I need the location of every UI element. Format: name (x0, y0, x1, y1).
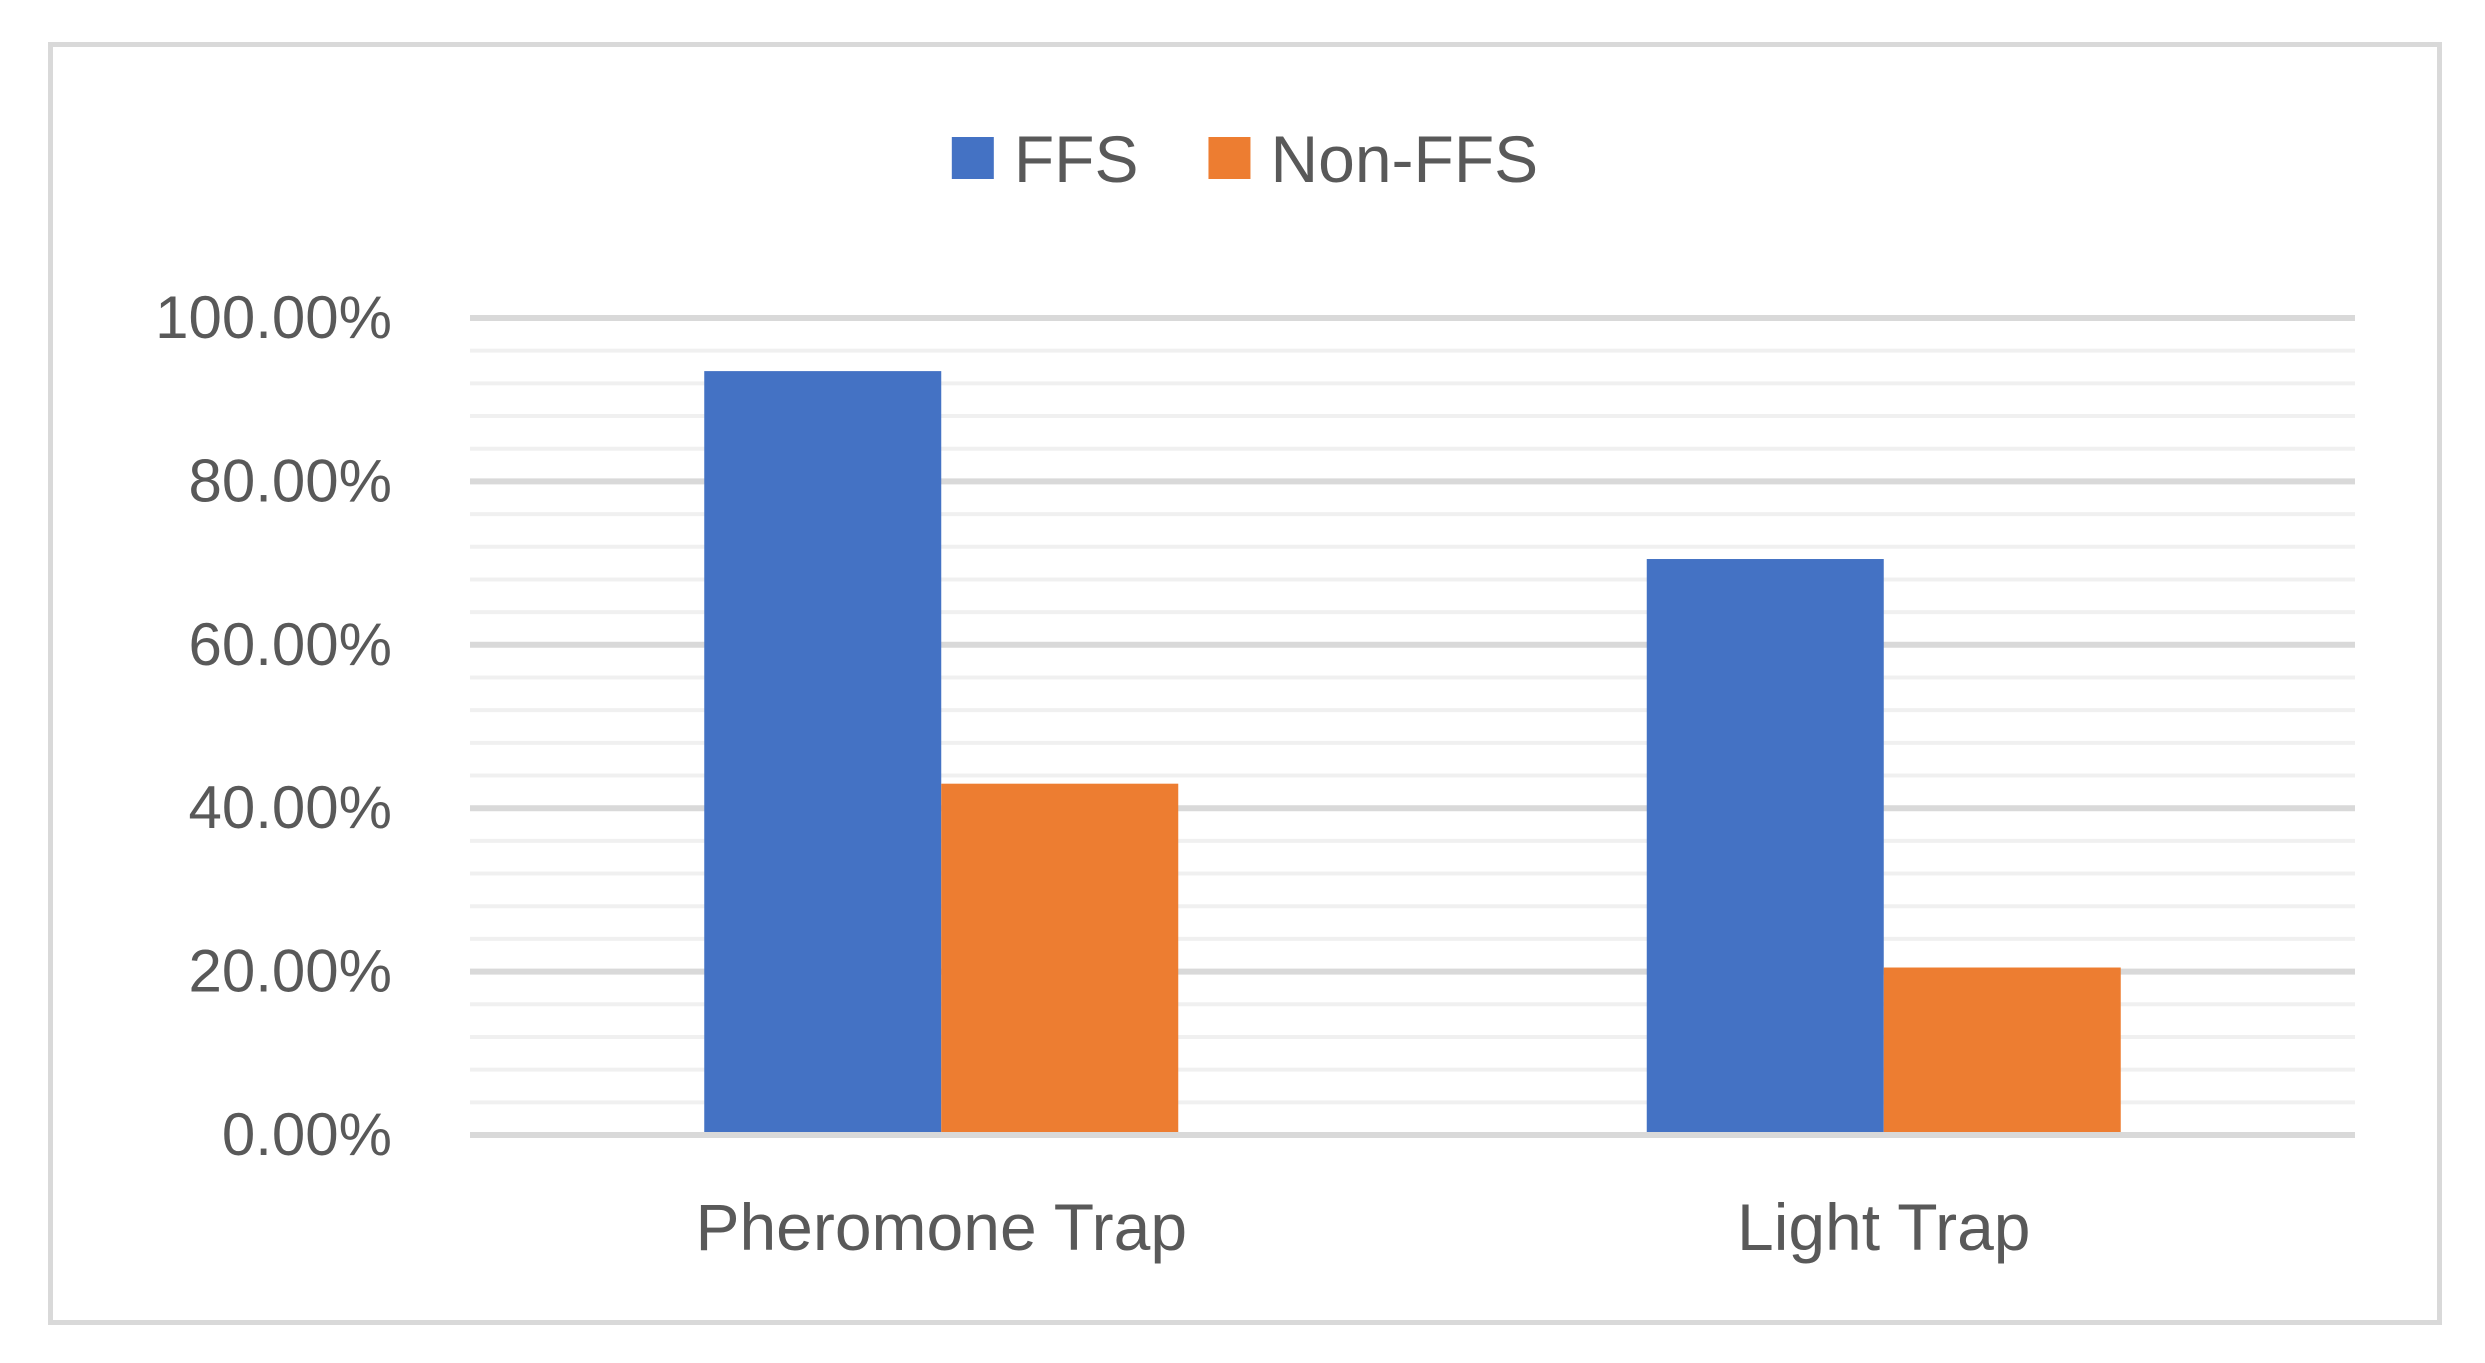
bar-non-ffs-pheromone-trap (941, 783, 1179, 1132)
bar-ffs-pheromone-trap (704, 371, 942, 1133)
bar-non-ffs-light-trap (1883, 967, 2121, 1132)
y-tick-label: 0.00% (222, 1101, 392, 1168)
y-axis-ticks: 0.00% 20.00% 40.00% 60.00% 80.00% 100.00% (155, 284, 392, 1168)
legend-swatch-ffs (951, 137, 994, 179)
bar-ffs-light-trap (1646, 559, 1884, 1132)
y-tick-label: 80.00% (189, 447, 393, 514)
legend-label-non-ffs: Non-FFS (1270, 122, 1538, 196)
x-axis-categories: Pheromone Trap Light Trap (695, 1190, 2030, 1264)
y-tick-label: 40.00% (189, 774, 393, 841)
legend-label-ffs: FFS (1014, 122, 1139, 196)
y-tick-label: 100.00% (155, 284, 392, 351)
bars (704, 371, 2121, 1133)
y-tick-label: 60.00% (189, 611, 393, 678)
legend: FFS Non-FFS (951, 122, 1538, 196)
x-category-label: Pheromone Trap (695, 1190, 1187, 1264)
legend-swatch-non-ffs (1208, 137, 1251, 179)
y-tick-label: 20.00% (189, 938, 393, 1005)
x-category-label: Light Trap (1737, 1190, 2031, 1264)
